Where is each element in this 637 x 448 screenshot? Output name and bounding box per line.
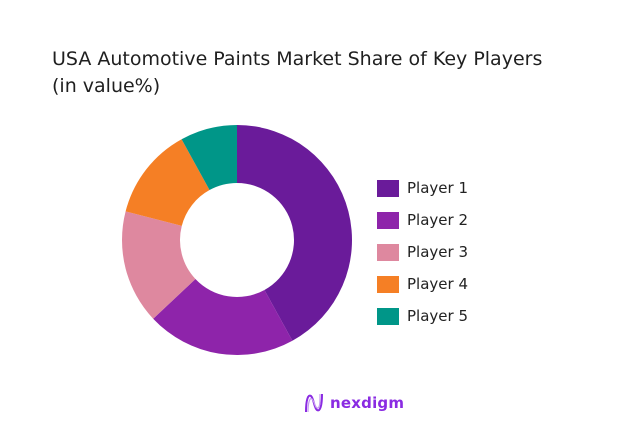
chart-title-line1: USA Automotive Paints Market Share of Ke… [52,48,543,70]
donut-slice-1 [237,125,352,341]
donut-slice-3 [122,211,196,319]
legend-label: Player 5 [407,307,468,325]
donut-slice-5 [181,125,237,191]
legend-label: Player 3 [407,243,468,261]
legend-item: Player 1 [377,172,468,204]
legend-swatch [377,179,399,197]
legend-item: Player 4 [377,268,468,300]
chart-title-line2: (in value%) [52,75,161,97]
legend-label: Player 4 [407,275,468,293]
legend-swatch [377,243,399,261]
legend-swatch [377,307,399,325]
nexdigm-wave-logo-icon [305,393,323,413]
legend-item: Player 3 [377,236,468,268]
chart-legend: Player 1 Player 2 Player 3 Player 4 Play… [377,172,468,332]
logo-text: nexdigm [330,394,405,412]
donut-slice-4 [125,139,210,226]
legend-swatch [377,211,399,229]
legend-item: Player 2 [377,204,468,236]
legend-item: Player 5 [377,300,468,332]
legend-label: Player 2 [407,211,468,229]
legend-label: Player 1 [407,179,468,197]
chart-title: USA Automotive Paints Market Share of Ke… [52,46,542,100]
nexdigm-logo: nexdigm [304,392,404,414]
donut-slice-2 [153,279,293,355]
legend-swatch [377,275,399,293]
